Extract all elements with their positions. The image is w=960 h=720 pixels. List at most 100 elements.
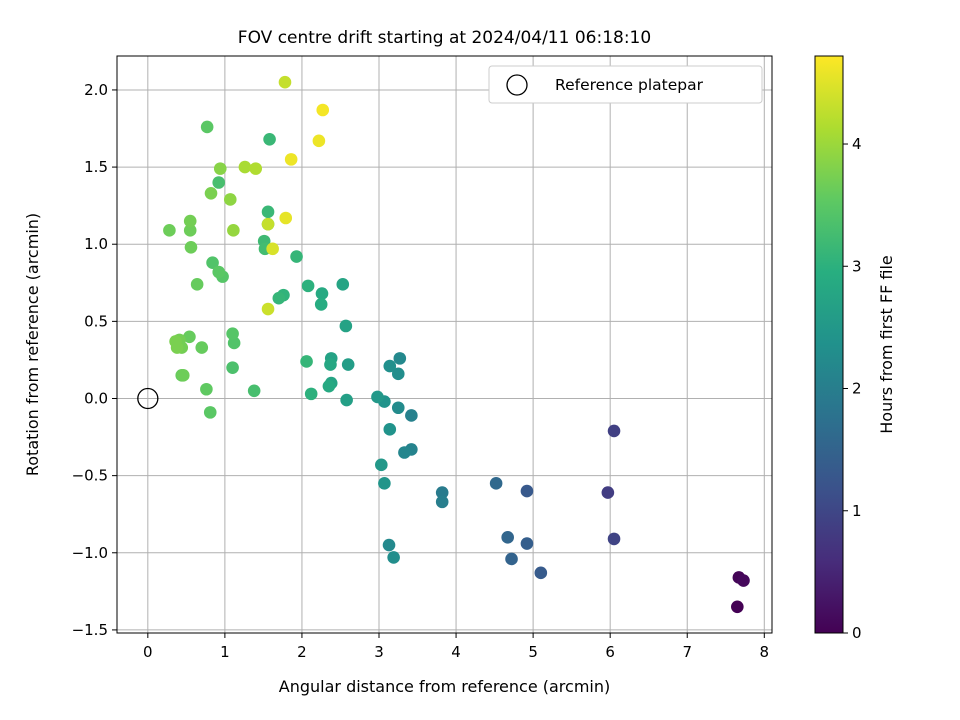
data-point [737, 574, 750, 587]
data-point [200, 120, 214, 134]
data-point [238, 160, 252, 174]
y-tick-label: 1.5 [84, 158, 108, 176]
data-point [249, 162, 263, 175]
data-point [183, 214, 197, 228]
data-point [378, 477, 391, 490]
colorbar-label: Hours from first FF file [877, 255, 896, 434]
data-point [183, 224, 197, 237]
y-tick-label: 0.0 [84, 389, 108, 407]
x-tick-label: 3 [374, 643, 384, 661]
data-point [501, 531, 514, 544]
legend-reference-icon [506, 74, 528, 96]
data-point [505, 552, 518, 566]
y-tick-label: 2.0 [84, 81, 108, 99]
data-point [601, 486, 615, 499]
data-point [195, 341, 209, 354]
data-point [341, 358, 355, 371]
data-point [731, 600, 744, 614]
y-tick-label: −1.0 [72, 544, 108, 562]
y-tick-label: 0.5 [84, 312, 108, 330]
data-point [261, 217, 275, 231]
data-point [163, 224, 176, 237]
data-point [520, 537, 534, 550]
data-point [489, 477, 503, 490]
x-tick-label: 5 [528, 643, 538, 661]
x-axis-label: Angular distance from reference (arcmin) [279, 677, 610, 696]
data-point [300, 355, 313, 368]
data-point [212, 265, 226, 279]
data-point [315, 287, 329, 300]
data-point [290, 250, 303, 263]
data-point [203, 406, 217, 419]
y-tick-label: −1.5 [72, 621, 108, 639]
data-point [391, 401, 405, 415]
data-point [393, 352, 407, 365]
x-tick-label: 4 [451, 643, 461, 661]
data-point [184, 241, 198, 254]
data-point [324, 358, 337, 371]
data-points [163, 75, 750, 614]
data-point [382, 538, 396, 552]
data-point [304, 387, 318, 401]
data-point [314, 298, 328, 311]
x-tick-label: 7 [682, 643, 692, 661]
colorbar-tick-label: 0 [852, 624, 862, 642]
data-point [336, 278, 350, 291]
data-point [261, 302, 275, 316]
data-point [200, 382, 213, 396]
data-point [247, 384, 261, 398]
colorbar: 0 1 2 3 4 Hours from first FF file [814, 55, 896, 642]
data-point [226, 361, 239, 374]
data-point [387, 551, 400, 564]
data-point [227, 224, 240, 237]
data-point [371, 390, 384, 404]
colorbar-tick-label: 3 [852, 257, 862, 275]
data-point [435, 486, 449, 499]
data-point [435, 495, 449, 509]
data-point [534, 566, 548, 580]
data-point [261, 205, 275, 219]
data-point [278, 75, 292, 89]
data-point [375, 458, 388, 472]
data-point [312, 134, 326, 148]
grid [117, 56, 772, 633]
plot-frame [116, 55, 773, 634]
x-tick-label: 6 [605, 643, 615, 661]
data-point [206, 256, 219, 270]
data-point [301, 279, 315, 293]
reference-point-marker [137, 387, 159, 410]
data-point [322, 379, 336, 393]
colorbar-tick-label: 4 [852, 135, 862, 153]
data-point [190, 278, 204, 291]
y-axis-ticks: −1.5 −1.0 −0.5 0.0 0.5 1.0 1.5 2.0 [72, 81, 117, 639]
data-point [398, 446, 411, 459]
data-point [183, 330, 196, 344]
data-point [607, 532, 621, 546]
data-point [212, 176, 226, 189]
data-point [226, 327, 239, 341]
y-tick-label: −0.5 [72, 467, 108, 485]
data-point [176, 369, 190, 382]
x-tick-label: 1 [220, 643, 230, 661]
colorbar-tick-label: 1 [852, 502, 862, 520]
x-tick-label: 8 [760, 643, 770, 661]
data-point [339, 319, 353, 333]
x-axis-ticks: 0 1 2 3 4 5 6 7 8 [143, 633, 769, 661]
data-point [383, 423, 397, 436]
data-point [227, 336, 241, 350]
data-point [266, 242, 279, 256]
chart-title: FOV centre drift starting at 2024/04/11 … [238, 28, 651, 48]
data-point [284, 153, 298, 166]
legend-label: Reference platepar [555, 76, 704, 94]
data-point [213, 162, 227, 175]
data-point [263, 133, 276, 146]
data-point [391, 367, 405, 381]
x-tick-label: 2 [297, 643, 307, 661]
legend-box [488, 65, 763, 104]
data-point [316, 103, 330, 117]
legend: Reference platepar [488, 65, 763, 104]
colorbar-ticks: 0 1 2 3 4 [843, 135, 862, 642]
colorbar-tick-label: 2 [852, 380, 862, 398]
colorbar-gradient [814, 55, 844, 634]
